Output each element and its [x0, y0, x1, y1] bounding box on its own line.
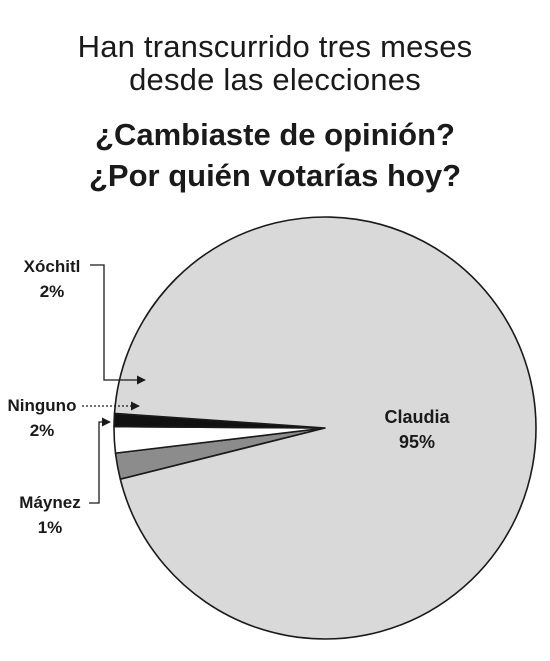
pie-slice-claudia	[113, 216, 537, 640]
slice-label-ninguno-name: Ninguno	[8, 396, 77, 415]
subtitle-line-1: Han transcurrido tres meses	[77, 29, 473, 64]
slice-label-xochitl-value: 2%	[40, 282, 65, 301]
leader-line-xochitl	[90, 264, 146, 385]
slice-label-xochitl-name: Xóchitl	[24, 257, 81, 276]
slice-label-maynez-name: Máynez	[19, 493, 80, 512]
slice-label-ninguno-value: 2%	[30, 421, 55, 440]
title-line-2: ¿Por quién votarías hoy?	[88, 158, 462, 193]
slice-label-claudia-name: Claudia	[384, 407, 450, 427]
slice-label-maynez-value: 1%	[38, 518, 63, 537]
subtitle-line-2: desde las elecciones	[129, 62, 421, 97]
leader-line-maynez	[89, 417, 111, 504]
title-line-1: ¿Cambiaste de opinión?	[95, 117, 455, 152]
slice-label-claudia-value: 95%	[399, 432, 435, 452]
pie-slices	[113, 216, 537, 640]
